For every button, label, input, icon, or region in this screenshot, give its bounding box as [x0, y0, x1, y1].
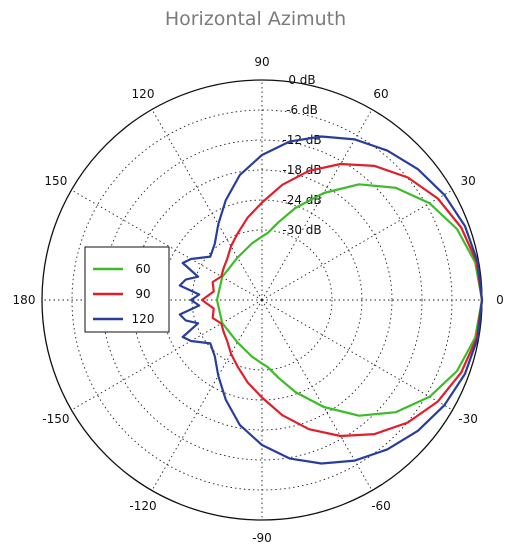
angle-tick-label: 90	[254, 55, 269, 69]
radial-tick-label: -18 dB	[282, 163, 321, 177]
legend-label: 120	[132, 312, 155, 326]
grid-spoke	[261, 189, 453, 301]
grid-spoke	[261, 299, 373, 491]
series-line-90	[200, 162, 484, 438]
legend-label: 60	[135, 262, 150, 276]
radial-tick-label: -6 dB	[286, 103, 318, 117]
angle-tick-label: -150	[42, 412, 69, 426]
series-group	[178, 135, 484, 465]
grid-spoke	[151, 109, 263, 301]
series-line-120	[178, 135, 484, 465]
angle-tick-label: 120	[132, 87, 155, 101]
grid-spoke	[71, 189, 263, 301]
grid-spoke	[71, 299, 263, 411]
angle-tick-label: -90	[252, 531, 272, 545]
angle-labels: 0 30 60 90 120 150 180 -150 -120 -90 -60 -30	[13, 55, 504, 545]
radial-tick-label: -30 dB	[282, 223, 321, 237]
grid-ring	[101, 139, 423, 461]
grid-spoke	[151, 299, 263, 491]
radial-labels: 0 dB-6 dB-12 dB-18 dB-24 dB-30 dB	[282, 73, 321, 237]
radial-tick-label: 0 dB	[288, 73, 315, 87]
grid-spoke	[261, 299, 453, 411]
chart-title: Horizontal Azimuth	[164, 8, 347, 30]
grid-spoke	[261, 109, 373, 301]
radial-tick-label: -24 dB	[282, 193, 321, 207]
angle-tick-label: 60	[373, 87, 388, 101]
series-line-60	[215, 183, 484, 417]
angle-tick-label: -30	[458, 412, 478, 426]
angle-tick-label: 150	[44, 174, 67, 188]
legend: 60 90 120	[84, 246, 170, 333]
grid-ring	[131, 169, 393, 431]
legend-label: 90	[135, 287, 150, 301]
angle-tick-label: 180	[13, 293, 36, 307]
angle-tick-label: 0	[496, 293, 504, 307]
angle-tick-label: 30	[460, 174, 475, 188]
grid-ring	[191, 229, 333, 371]
angle-tick-label: -60	[371, 499, 391, 513]
angle-tick-label: -120	[129, 499, 156, 513]
